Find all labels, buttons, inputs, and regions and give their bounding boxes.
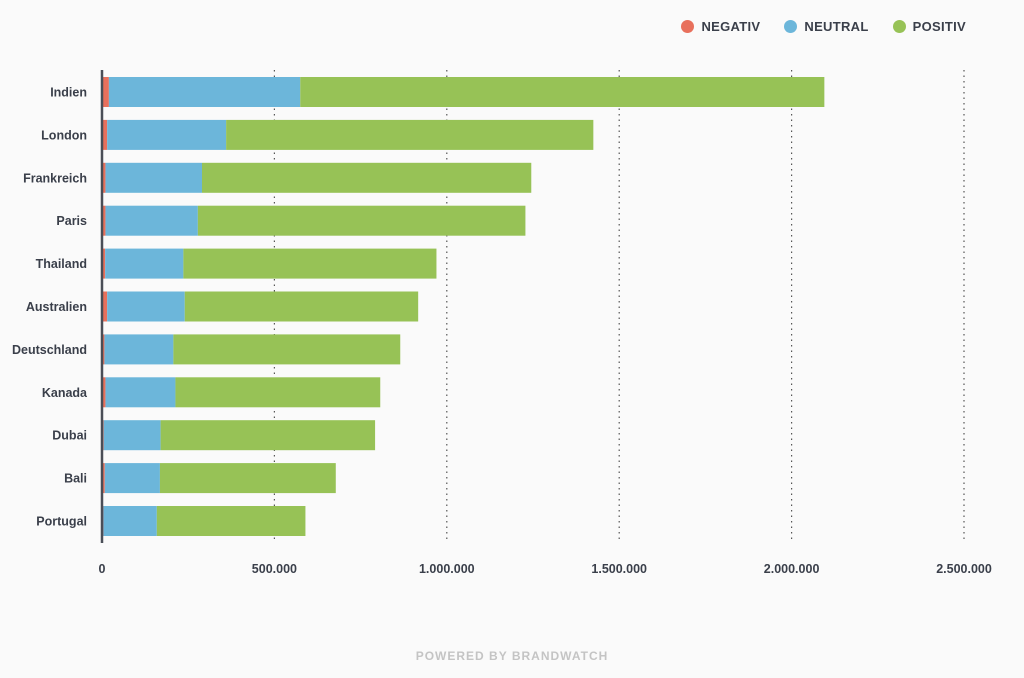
bar-paris-negativ[interactable] <box>102 205 106 236</box>
bar-frankreich-positiv[interactable] <box>201 162 532 193</box>
x-tick-label: 0 <box>99 562 106 576</box>
category-label: Dubai <box>52 429 87 443</box>
bar-frankreich-neutral[interactable] <box>105 162 202 193</box>
category-label: Kanada <box>42 386 88 400</box>
legend-dot-negativ-icon <box>681 20 695 33</box>
bar-indien-neutral[interactable] <box>108 77 301 107</box>
x-tick-label: 2.500.000 <box>936 562 992 576</box>
legend-item-positiv[interactable]: POSITIV <box>892 19 966 34</box>
category-label: Indien <box>50 86 87 100</box>
bar-thailand-negativ[interactable] <box>102 248 106 279</box>
legend-label-negativ: NEGATIV <box>701 19 761 34</box>
x-tick-label: 1.000.000 <box>419 562 475 576</box>
chart-legend: NEGATIV NEUTRAL POSITIV <box>681 19 966 34</box>
bar-london-negativ[interactable] <box>102 119 108 150</box>
category-label: Bali <box>64 472 87 486</box>
bar-australien-positiv[interactable] <box>184 291 419 322</box>
legend-dot-positiv-icon <box>892 20 906 33</box>
bar-kanada-neutral[interactable] <box>105 377 176 408</box>
bar-dubai-neutral[interactable] <box>103 420 161 451</box>
bar-bali-neutral[interactable] <box>104 463 160 494</box>
category-label: Portugal <box>36 515 87 529</box>
bar-bali-positiv[interactable] <box>159 463 336 494</box>
category-label: London <box>41 128 87 142</box>
bar-dubai-positiv[interactable] <box>160 420 376 451</box>
category-label: Australien <box>26 300 87 314</box>
bar-paris-positiv[interactable] <box>197 205 526 236</box>
bar-frankreich-negativ[interactable] <box>102 162 106 193</box>
legend-item-negativ[interactable]: NEGATIV <box>681 19 760 34</box>
category-label: Deutschland <box>12 343 87 357</box>
category-label: Paris <box>56 214 87 228</box>
bar-kanada-negativ[interactable] <box>102 377 106 408</box>
bar-portugal-neutral[interactable] <box>103 506 157 536</box>
bar-bali-negativ[interactable] <box>102 463 105 494</box>
bar-london-positiv[interactable] <box>226 119 594 150</box>
bar-deutschland-positiv[interactable] <box>173 334 401 365</box>
bar-thailand-neutral[interactable] <box>105 248 184 279</box>
x-tick-label: 1.500.000 <box>591 562 647 576</box>
legend-label-neutral: NEUTRAL <box>804 19 869 34</box>
bar-paris-neutral[interactable] <box>105 205 198 236</box>
x-tick-label: 500.000 <box>252 562 297 576</box>
category-label: Frankreich <box>23 171 87 185</box>
stacked-bar-chart: Indien London Frankreich Paris Thailand Austr… <box>12 70 992 576</box>
bar-thailand-positiv[interactable] <box>183 248 437 279</box>
bar-london-neutral[interactable] <box>107 119 227 150</box>
legend-label-positiv: POSITIV <box>912 19 966 34</box>
bar-indien-positiv[interactable] <box>300 77 825 107</box>
legend-dot-neutral-icon <box>784 20 798 33</box>
category-label: Thailand <box>36 257 87 271</box>
legend-item-neutral[interactable]: NEUTRAL <box>784 19 868 34</box>
bar-portugal-positiv[interactable] <box>156 506 306 536</box>
bar-kanada-positiv[interactable] <box>175 377 381 408</box>
powered-by-footer: POWERED BY BRANDWATCH <box>415 649 609 663</box>
bar-australien-neutral[interactable] <box>107 291 185 322</box>
x-tick-label: 2.000.000 <box>764 562 820 576</box>
bar-indien-negativ[interactable] <box>102 77 109 107</box>
bar-australien-negativ[interactable] <box>102 291 108 322</box>
bar-deutschland-neutral[interactable] <box>104 334 174 365</box>
